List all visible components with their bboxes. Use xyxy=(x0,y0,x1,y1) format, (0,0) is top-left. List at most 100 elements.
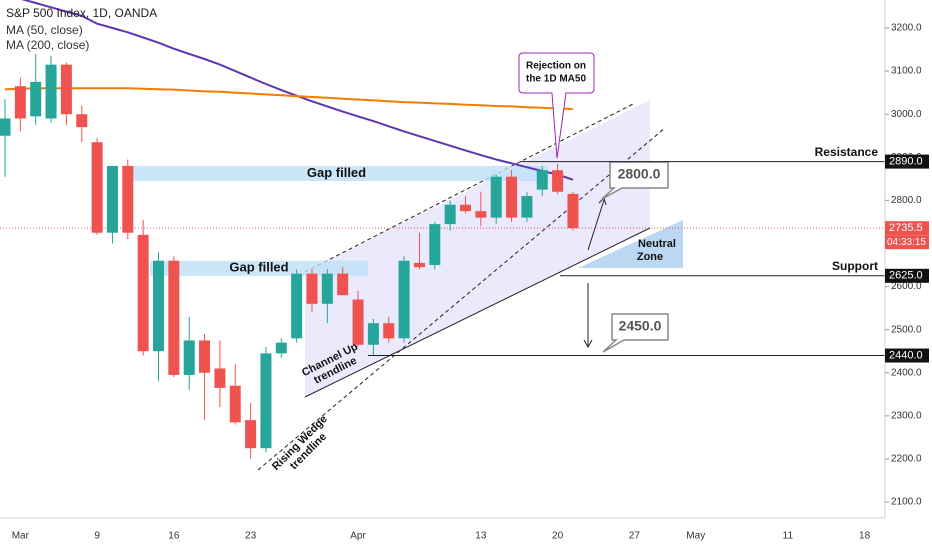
price-tag-label: 2440.0 xyxy=(889,349,923,361)
arrow-head xyxy=(583,339,593,349)
candle-body xyxy=(106,165,118,233)
candle-body xyxy=(14,86,26,119)
candle-body xyxy=(30,81,42,117)
x-tick-label: 20 xyxy=(552,531,564,542)
y-tick-label: 2600.0 xyxy=(891,281,922,292)
candle-body xyxy=(490,176,502,218)
x-tick-label: Apr xyxy=(350,531,366,542)
candle-body xyxy=(306,273,318,304)
candle-body xyxy=(153,260,164,352)
candle-body xyxy=(383,323,395,339)
x-tick-label: 11 xyxy=(783,531,794,542)
candle-body xyxy=(168,260,180,375)
candle-body xyxy=(0,118,11,136)
candle-body xyxy=(245,420,257,449)
candle-body xyxy=(291,273,303,339)
price-tag-label: 2890.0 xyxy=(889,156,923,168)
ma-line xyxy=(4,87,573,110)
level-label: Support xyxy=(832,259,878,273)
callouts: 2800.0 2450.0 Rejection on the 1D MA50 N… xyxy=(229,52,885,473)
x-tick-label: May xyxy=(686,531,705,542)
candle-body xyxy=(521,196,533,218)
y-tick-label: 3200.0 xyxy=(891,23,922,34)
candle-body xyxy=(506,176,518,218)
price-tag xyxy=(885,348,929,363)
candle-body xyxy=(183,340,195,375)
candle-body xyxy=(337,273,349,296)
candle-body xyxy=(91,142,103,233)
gap-zone xyxy=(150,260,368,276)
candle-body xyxy=(536,170,548,190)
y-tick-label: 2800.0 xyxy=(891,195,922,206)
target-label: 2450.0 xyxy=(619,318,662,334)
candle-body xyxy=(429,224,441,266)
annotation: Zone xyxy=(637,251,663,263)
gap-zone xyxy=(125,165,548,181)
annotation: Rejection on xyxy=(526,61,586,72)
candle-body xyxy=(214,368,226,388)
countdown-tag xyxy=(885,235,929,250)
candle-body xyxy=(260,353,272,449)
chart-title: S&P 500 Index, 1D, OANDA xyxy=(6,6,157,20)
candle-body xyxy=(398,260,410,339)
candle-body xyxy=(275,342,287,354)
candle-body xyxy=(444,204,456,225)
y-tick-label: 2200.0 xyxy=(891,454,922,465)
price-tag xyxy=(885,221,929,236)
neutral-zone xyxy=(578,220,683,268)
x-tick-label: 23 xyxy=(245,531,257,542)
candle-body xyxy=(460,204,471,212)
x-tick-label: 9 xyxy=(94,531,100,542)
ma-line xyxy=(21,0,574,181)
drawings xyxy=(125,100,683,471)
y-tick-label: 2500.0 xyxy=(891,324,922,335)
channel-trendline xyxy=(304,227,651,398)
countdown-label: 04:33:15 xyxy=(887,237,926,248)
channel-upper xyxy=(304,102,636,273)
candle-body xyxy=(552,170,564,192)
legend-entry: MA (50, close) xyxy=(6,23,83,37)
candle-body xyxy=(76,114,88,128)
candle-body xyxy=(60,64,72,115)
candle-body xyxy=(475,211,487,218)
candle-body xyxy=(413,262,425,268)
price-tag xyxy=(885,268,929,283)
channel-area xyxy=(305,100,650,397)
legend-entry: MA (200, close) xyxy=(6,38,89,52)
y-tick-label: 3000.0 xyxy=(891,109,922,120)
candle-body xyxy=(137,234,149,352)
x-tick-label: 16 xyxy=(168,531,180,542)
wedge-line xyxy=(257,127,666,471)
candle-body xyxy=(321,273,333,304)
y-tick-label: 2300.0 xyxy=(891,411,922,422)
candle-body xyxy=(367,323,379,345)
x-tick-label: 18 xyxy=(859,531,871,542)
x-tick-label: 13 xyxy=(475,531,487,542)
arrow-up xyxy=(587,199,605,251)
zone-label: Gap filled xyxy=(229,260,288,275)
callout-box xyxy=(602,313,669,353)
candle-body xyxy=(199,340,211,373)
zone-label: Gap filled xyxy=(307,165,366,180)
x-tick-label: 27 xyxy=(629,531,641,542)
candle-body xyxy=(122,165,134,233)
y-tick-label: 2100.0 xyxy=(891,497,922,508)
callout-box xyxy=(601,161,669,200)
target-label: 2800.0 xyxy=(618,166,661,182)
y-tick-label: 2400.0 xyxy=(891,367,922,378)
candle-body xyxy=(352,299,364,345)
annotation: the 1D MA50 xyxy=(526,74,586,85)
candle-body xyxy=(45,64,57,119)
price-tag xyxy=(885,154,929,169)
x-tick-label: Mar xyxy=(12,531,30,542)
annotation: Neutral xyxy=(638,238,676,250)
price-tag-label: 2735.5 xyxy=(889,222,923,234)
plot xyxy=(0,0,885,459)
price-tag-label: 2625.0 xyxy=(889,270,923,282)
y-tick-label: 3100.0 xyxy=(891,66,922,77)
candle-body xyxy=(567,193,579,229)
candle-body xyxy=(229,385,241,423)
level-label: Resistance xyxy=(815,145,879,159)
